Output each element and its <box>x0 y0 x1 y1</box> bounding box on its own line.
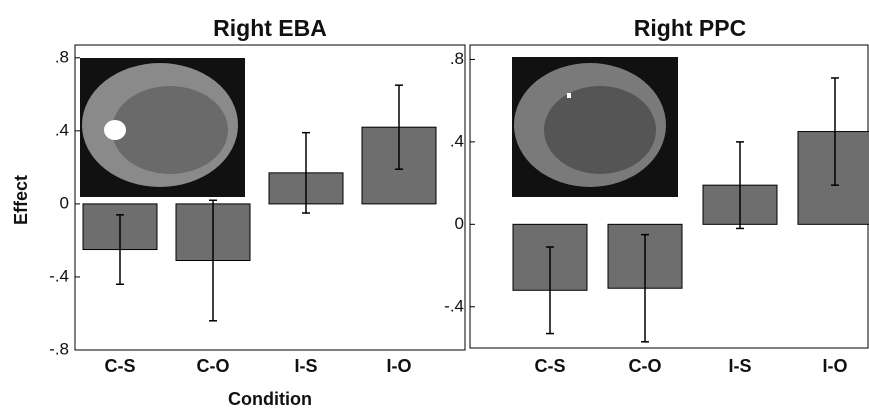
y-tick-label: .4 <box>450 131 464 150</box>
chart-title: Right EBA <box>213 15 327 41</box>
x-tick-label: C-O <box>197 356 230 376</box>
x-tick-label: C-S <box>535 356 566 376</box>
x-tick-label: I-O <box>387 356 412 376</box>
y-tick-label: -.8 <box>49 339 69 358</box>
brain-inset <box>512 57 678 197</box>
x-axis-label: Condition <box>228 389 312 409</box>
x-tick-label: I-O <box>823 356 848 376</box>
x-tick-label: I-S <box>728 356 751 376</box>
x-tick-label: I-S <box>294 356 317 376</box>
y-tick-label: .8 <box>55 47 69 66</box>
y-tick-label: -.4 <box>444 296 464 315</box>
y-tick-label: 0 <box>60 193 69 212</box>
y-tick-label: .4 <box>55 120 69 139</box>
y-tick-label: -.4 <box>49 266 69 285</box>
x-tick-label: C-S <box>105 356 136 376</box>
bar <box>797 131 869 225</box>
chart-title: Right PPC <box>634 15 746 41</box>
y-tick-label: .8 <box>450 49 464 68</box>
plot-frame <box>74 44 466 351</box>
brain-inset <box>80 58 245 197</box>
y-tick-label: 0 <box>455 214 464 233</box>
x-tick-label: C-O <box>629 356 662 376</box>
y-axis-label: Effect <box>11 175 31 225</box>
